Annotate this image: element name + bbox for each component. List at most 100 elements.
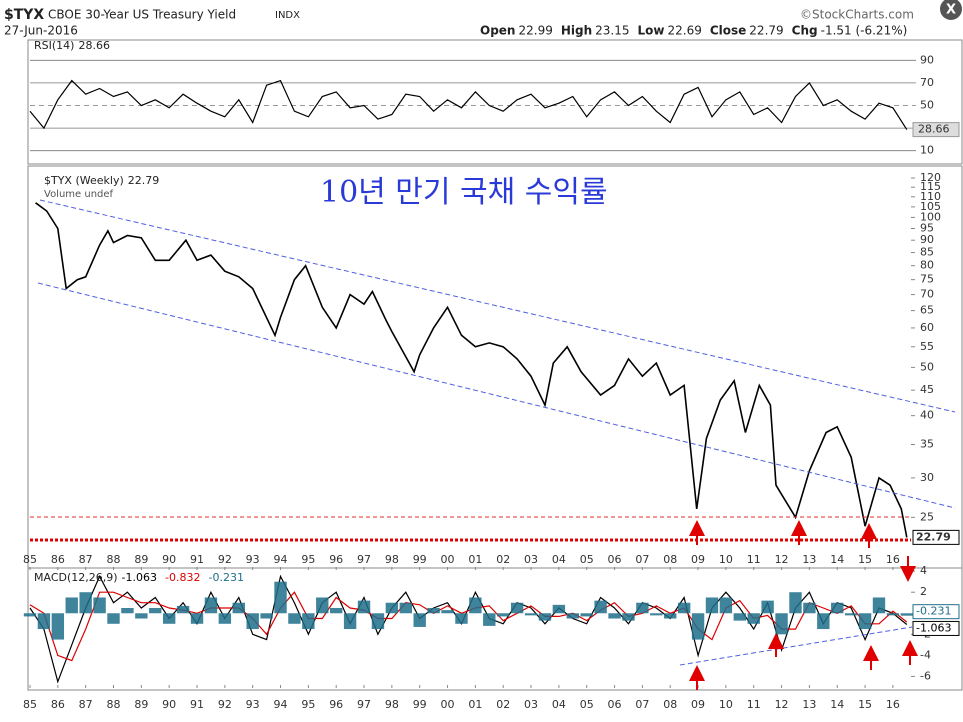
histogram-bar <box>371 613 385 630</box>
y-tick-label: 45 <box>920 383 934 396</box>
x-tick-label: 85 <box>23 698 37 711</box>
x-tick-label: 04 <box>552 553 566 566</box>
x-tick-label: 00 <box>441 698 455 711</box>
histogram-bar <box>204 597 218 614</box>
y-tick-label: 115 <box>920 180 941 193</box>
histogram-bar <box>844 613 858 616</box>
histogram-bar <box>497 613 510 617</box>
x-tick-label: 91 <box>190 553 204 566</box>
histogram-bar <box>622 613 635 621</box>
y-tick-label: 75 <box>920 273 934 286</box>
x-tick-label: 02 <box>496 698 510 711</box>
close-label[interactable]: X <box>946 3 956 18</box>
x-tick-label: 10 <box>719 553 733 566</box>
histogram-bar <box>232 602 245 614</box>
histogram-bar <box>385 602 399 614</box>
histogram-bar <box>176 605 190 614</box>
header: $TYX CBOE 30-Year US Treasury Yield INDX… <box>4 0 962 38</box>
x-tick-label: 01 <box>468 698 482 711</box>
series-line <box>29 79 908 130</box>
quote-label: Low <box>638 24 665 38</box>
histogram-bar <box>650 613 663 616</box>
exchange: INDX <box>275 10 300 21</box>
macd-frame <box>27 567 963 691</box>
legend-title: $TYX (Weekly) <box>44 174 124 187</box>
y-tick-label: 30 <box>920 471 934 484</box>
x-tick-label: 96 <box>329 698 343 711</box>
histogram-bar <box>761 600 774 614</box>
y-tick-label: 40 <box>920 409 934 422</box>
quote-label: High <box>561 24 592 38</box>
histogram-bar <box>566 613 579 619</box>
y-tick-label: 120 <box>920 171 941 184</box>
x-tick-label: 06 <box>608 553 622 566</box>
histogram-bar <box>302 613 315 630</box>
x-tick-label: 87 <box>79 698 93 711</box>
histogram-bar <box>538 613 552 621</box>
y-tick-label: 95 <box>920 222 934 235</box>
last-value-box <box>912 620 960 636</box>
histogram-bar <box>93 597 106 614</box>
x-tick-label: 01 <box>468 553 482 566</box>
histogram-bar <box>218 613 232 624</box>
histogram-bar <box>594 600 607 614</box>
quote-value: 22.69 <box>667 24 701 38</box>
legend-subtitle: Volume undef <box>44 189 114 200</box>
x-tick-label: 94 <box>274 698 288 711</box>
y-tick-label: 105 <box>920 200 941 213</box>
x-tick-label: 09 <box>691 553 705 566</box>
x-tick-label: 92 <box>218 698 232 711</box>
y-tick-label: 35 <box>920 438 934 451</box>
last-value-box <box>912 122 960 138</box>
x-tick-label: 12 <box>775 698 789 711</box>
close-button[interactable] <box>940 0 962 20</box>
quote-value: 22.79 <box>749 24 783 38</box>
x-tick-label: 00 <box>441 553 455 566</box>
x-tick-label: 15 <box>858 698 872 711</box>
histogram-bar <box>162 613 176 624</box>
histogram-bar <box>733 613 747 621</box>
histogram-bar <box>552 604 566 614</box>
quote-value: 23.15 <box>595 24 629 38</box>
histogram-bar <box>399 602 412 614</box>
legend-value: 22.79 <box>128 174 160 187</box>
series-line <box>29 574 908 684</box>
histogram-bar <box>441 610 454 614</box>
x-tick-label: 87 <box>79 553 93 566</box>
x-tick-label: 13 <box>802 553 816 566</box>
histogram-bar <box>469 597 482 614</box>
last-value: 28.66 <box>918 123 950 136</box>
x-tick-label: 89 <box>134 553 148 566</box>
histogram-bar <box>274 581 287 614</box>
histogram-bar <box>872 597 886 614</box>
x-tick-label: 93 <box>246 553 260 566</box>
legend-value: 28.66 <box>78 39 110 52</box>
histogram-bar <box>149 608 162 614</box>
histogram-bar <box>51 613 65 640</box>
x-tick-label: 16 <box>886 698 900 711</box>
y-tick-label: 55 <box>920 340 934 353</box>
x-tick-label: 10 <box>719 698 733 711</box>
legend-title: RSI(14) <box>34 39 74 52</box>
channel-top <box>39 199 956 413</box>
x-tick-label: 94 <box>274 553 288 566</box>
x-tick-label: 14 <box>830 698 844 711</box>
y-tick-label: 70 <box>920 76 934 89</box>
histogram-bar <box>23 613 37 617</box>
histogram-bar <box>858 613 872 630</box>
plots: 9070503010RSI(14)28.6628.661201151101051… <box>23 39 960 711</box>
y-tick-label: -6 <box>920 669 931 682</box>
annotation: 10년 만기 국채 수익률 <box>320 175 608 210</box>
security-name: CBOE 30-Year US Treasury Yield <box>48 8 236 22</box>
histogram-bar <box>886 613 900 616</box>
quote-label: Close <box>710 24 746 38</box>
annotations: 10년 만기 국채 수익률 <box>30 175 956 690</box>
x-tick-label: 99 <box>413 698 427 711</box>
y-tick-label: 4 <box>920 564 927 577</box>
x-tick-label: 95 <box>301 553 315 566</box>
x-tick-label: 88 <box>107 698 121 711</box>
x-tick-label: 12 <box>775 553 789 566</box>
panel: 1201151101051009590858075706560555045403… <box>23 171 960 570</box>
